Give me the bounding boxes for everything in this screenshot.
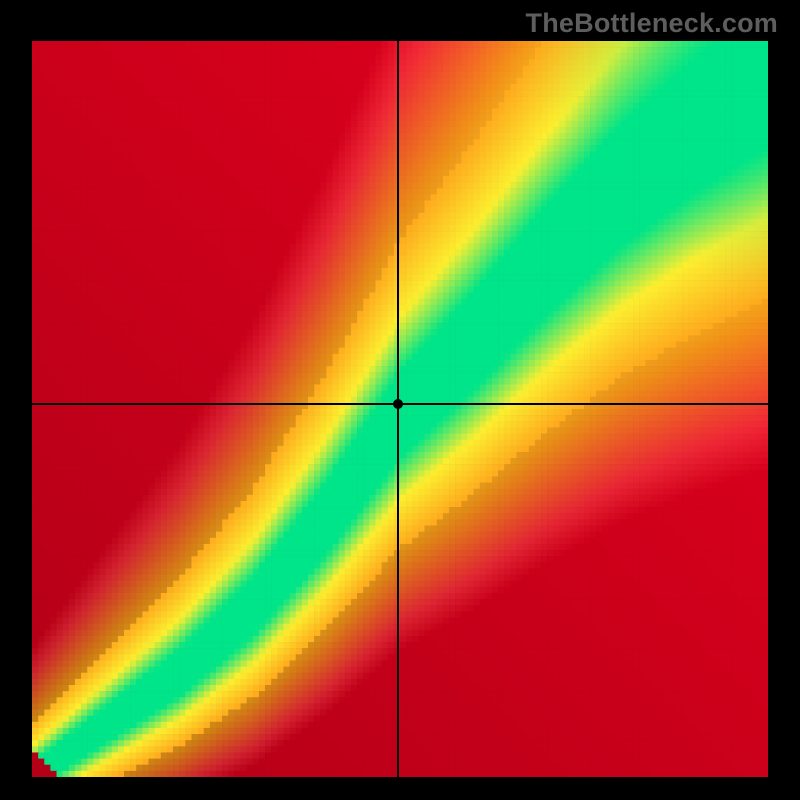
crosshair-vertical bbox=[397, 41, 399, 777]
chart-root: TheBottleneck.com bbox=[0, 0, 800, 800]
watermark-label: TheBottleneck.com bbox=[526, 8, 778, 39]
bottleneck-heatmap bbox=[32, 41, 768, 777]
selection-marker bbox=[393, 399, 403, 409]
